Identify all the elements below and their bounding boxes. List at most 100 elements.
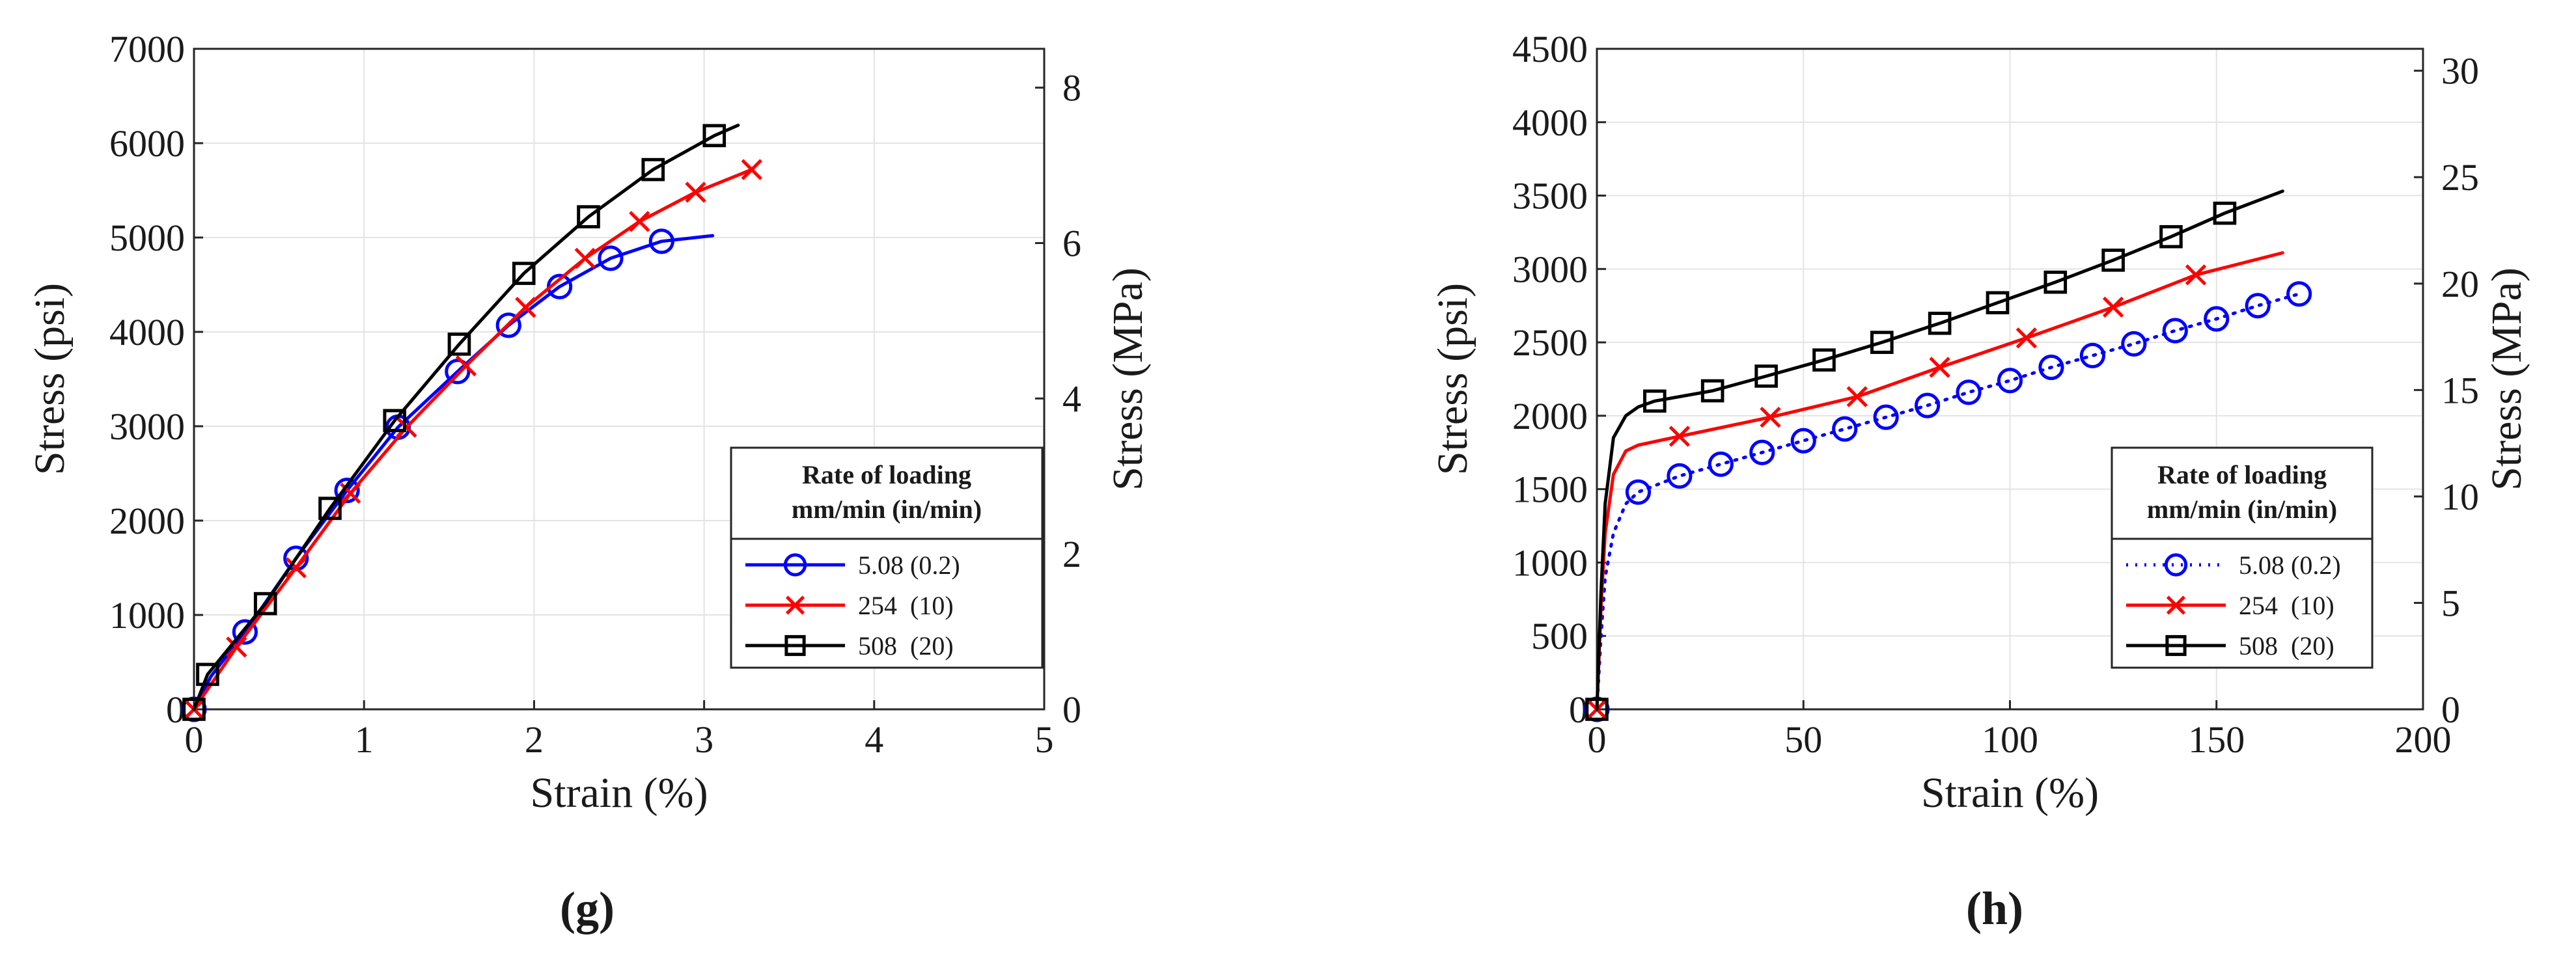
data-point [685, 182, 706, 203]
data-point [2038, 354, 2064, 381]
x-tick-label: 2 [525, 718, 544, 761]
panel-label: (h) [1966, 882, 2023, 934]
y-axis-label: Stress (psi) [1429, 283, 1476, 475]
legend-item: 5.08 (0.2) [2126, 551, 2341, 580]
data-point [1643, 389, 1667, 413]
series-line [1595, 251, 2284, 711]
legend-label: 254 (10) [2239, 591, 2334, 620]
data-point [2286, 281, 2312, 307]
data-point [574, 247, 596, 269]
x-tick-label: 1 [355, 718, 374, 761]
y-tick-label: 4000 [109, 311, 185, 353]
series-line [192, 124, 740, 711]
data-point [2185, 264, 2207, 286]
data-point [1832, 416, 1858, 442]
x-marker-stroke [1760, 406, 1781, 428]
x-marker-stroke [574, 247, 596, 269]
data-point [495, 312, 521, 338]
x-marker-stroke [2185, 264, 2207, 286]
data-point [1846, 386, 1868, 407]
y-tick-label: 2500 [1512, 321, 1588, 364]
legend-item: 5.08 (0.2) [745, 551, 960, 580]
data-point [648, 228, 674, 254]
data-point [2101, 249, 2125, 272]
x-tick-label: 3 [695, 718, 713, 761]
y-tick-label: 7000 [109, 28, 185, 70]
data-point [1749, 439, 1775, 465]
y-tick-label: 2000 [109, 500, 185, 542]
legend-box [730, 446, 1044, 669]
y2-tick-label: 6 [1062, 223, 1081, 265]
legend-swatch-marker [785, 595, 805, 615]
data-point [1669, 426, 1691, 447]
data-point [1870, 331, 1894, 354]
series-group [1584, 189, 2312, 722]
y-tick-label: 1000 [109, 594, 185, 636]
y-tick-label: 4500 [1512, 28, 1588, 70]
y-axis-label: Stress (psi) [26, 283, 74, 475]
x-marker-stroke [515, 297, 536, 318]
data-point [2159, 225, 2183, 249]
x-marker-stroke [785, 595, 805, 615]
data-point [383, 409, 407, 433]
y-tick-label: 500 [1531, 615, 1588, 657]
x-tick-label: 50 [1784, 718, 1822, 761]
x-marker-stroke [2015, 327, 2038, 349]
legend: Rate of loading mm/min (in/min) 5.08 (0.2)… [730, 446, 1044, 669]
data-point [1929, 357, 1950, 378]
legend-subtitle: mm/min (in/min) [792, 495, 982, 524]
data-point [396, 416, 417, 438]
data-point [285, 557, 307, 579]
x-tick-label: 0 [1588, 718, 1607, 761]
data-point [2102, 296, 2124, 318]
y-tick-label: 4000 [1512, 102, 1588, 144]
data-point [2043, 270, 2068, 294]
data-point [598, 245, 624, 271]
y2-tick-label: 10 [2441, 476, 2479, 518]
x-tick-label: 5 [1035, 718, 1054, 761]
data-point [447, 333, 471, 356]
data-point [1986, 291, 2010, 315]
y2-tick-label: 0 [2441, 688, 2460, 731]
data-point [1928, 311, 1952, 335]
x-marker-stroke [285, 557, 307, 579]
data-point [515, 297, 536, 318]
series-line [192, 234, 715, 711]
y-tick-label: 3500 [1512, 175, 1588, 217]
data-point [232, 619, 258, 645]
data-point [741, 159, 762, 180]
x-axis-label: Strain (%) [1921, 769, 2099, 817]
y2-tick-label: 25 [2441, 156, 2479, 198]
data-point [445, 359, 471, 385]
legend-label: 5.08 (0.2) [2239, 551, 2341, 580]
legend-swatch-marker [784, 634, 806, 657]
data-point [226, 636, 247, 658]
y-tick-label: 1500 [1512, 469, 1588, 511]
legend-box [2111, 446, 2374, 669]
data-point [1915, 392, 1941, 418]
y2-tick-label: 20 [2441, 263, 2479, 305]
data-point [1997, 368, 2023, 394]
data-point [334, 478, 360, 504]
y2-tick-label: 0 [1062, 688, 1081, 731]
y2-tick-label: 15 [2441, 369, 2479, 411]
panel-label: (g) [560, 882, 615, 934]
x-marker-stroke [226, 636, 247, 658]
data-point [2245, 293, 2271, 319]
data-point [1754, 364, 1778, 388]
data-point [1625, 479, 1652, 505]
x-tick-label: 200 [2395, 718, 2452, 761]
data-point [1700, 379, 1724, 403]
y2-tick-label: 30 [2441, 50, 2479, 92]
x-marker-stroke [685, 182, 706, 203]
y-tick-label: 3000 [109, 405, 185, 448]
y2-axis-label: Stress (MPa) [2483, 267, 2530, 491]
legend-item: 254 (10) [2126, 591, 2334, 620]
legend-swatch-marker [2166, 595, 2186, 615]
legend-item: 508 (20) [2126, 631, 2334, 661]
y-tick-label: 6000 [109, 122, 185, 165]
data-point [253, 592, 277, 616]
data-point [2015, 327, 2038, 349]
data-point [2213, 201, 2237, 225]
x-marker-stroke [340, 482, 361, 504]
